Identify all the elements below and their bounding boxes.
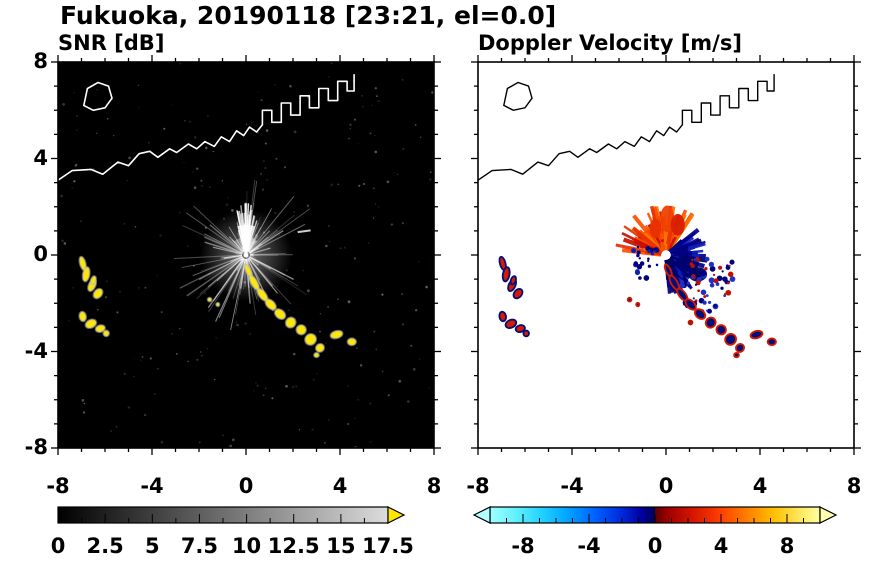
snr-colorbar-label: 17.5	[362, 534, 414, 558]
snr-x-tick-label: 4	[332, 474, 348, 498]
panel-snr-title: SNR [dB]	[58, 31, 165, 55]
velocity-colorbar-label: -8	[511, 534, 535, 558]
velocity-x-tick-label: 8	[846, 474, 862, 498]
snr-colorbar-label: 10	[231, 534, 262, 558]
velocity-x-tick-label: 0	[658, 474, 674, 498]
velocity-colorbar	[472, 506, 838, 524]
velocity-colorbar-label: -4	[577, 534, 601, 558]
velocity-x-tick-label: 4	[752, 474, 768, 498]
snr-x-tick-label: 8	[426, 474, 442, 498]
snr-colorbar-label: 12.5	[267, 534, 320, 558]
snr-x-tick-label: -4	[140, 474, 164, 498]
snr-plot	[51, 55, 441, 455]
snr-y-tick-label: -4	[24, 338, 48, 363]
snr-colorbar-label: 0	[50, 534, 66, 558]
snr-y-tick-label: -8	[24, 435, 48, 459]
snr-x-tick-label: 0	[238, 474, 254, 498]
snr-y-tick-label: 8	[33, 49, 48, 73]
snr-colorbar-label: 2.5	[86, 534, 124, 558]
velocity-colorbar-label: 4	[713, 534, 729, 558]
snr-colorbar-label: 15	[326, 534, 356, 558]
snr-x-tick-label: -8	[46, 474, 70, 498]
velocity-colorbar-label: 0	[647, 534, 663, 558]
velocity-colorbar-label: 8	[779, 534, 795, 558]
panel-velocity-title: Doppler Velocity [m/s]	[478, 31, 742, 55]
snr-colorbar	[57, 506, 406, 524]
snr-colorbar-label: 5	[144, 534, 160, 558]
doppler-velocity-plot	[471, 55, 861, 455]
snr-y-tick-label: 4	[33, 145, 48, 170]
snr-y-tick-label: 0	[33, 242, 48, 266]
velocity-x-tick-label: -4	[560, 474, 584, 498]
velocity-x-tick-label: -8	[466, 474, 490, 498]
snr-colorbar-label: 7.5	[180, 534, 219, 558]
figure-title: Fukuoka, 20190118 [23:21, el=0.0]	[60, 1, 557, 30]
